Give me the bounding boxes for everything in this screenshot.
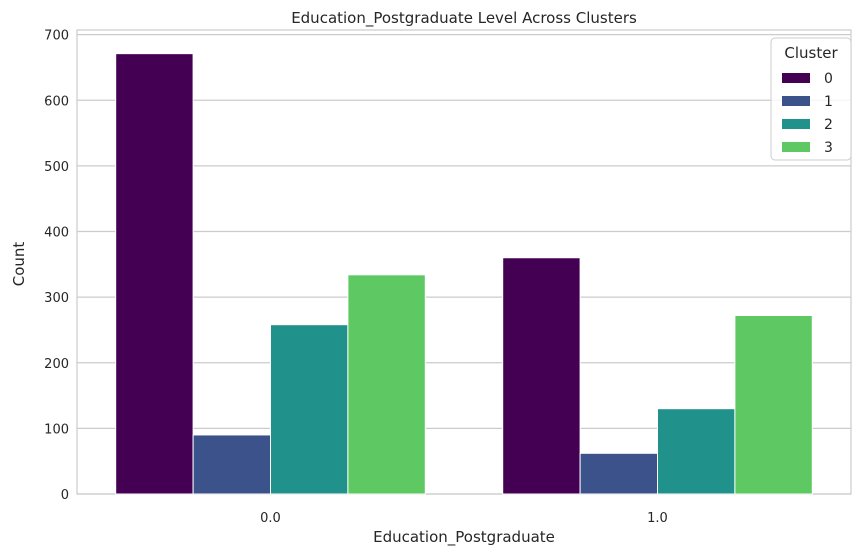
bar-cluster-3-cat-0: [347, 274, 426, 495]
bar-cluster-3-cat-1: [734, 315, 813, 495]
plot-frame: [76, 29, 852, 495]
legend-label-1: 1: [824, 94, 833, 110]
x-tick-label: 0.0: [260, 511, 281, 526]
bar-cluster-2-cat-1: [657, 408, 736, 495]
x-tick-label: 1.0: [647, 511, 668, 526]
legend-box: [770, 37, 852, 161]
y-tick-label: 300: [44, 291, 69, 306]
legend-label-3: 3: [824, 140, 833, 156]
legend-label-0: 0: [824, 71, 833, 87]
legend-swatch-0: [782, 73, 810, 83]
bar-cluster-0-cat-1: [502, 257, 581, 495]
legend-label-2: 2: [824, 117, 833, 133]
y-tick-label: 100: [44, 422, 69, 437]
y-tick-label: 500: [44, 160, 69, 175]
y-tick-labels: 0 100 200 300 400 500 600 700: [44, 29, 69, 503]
bar-cluster-2-cat-0: [270, 324, 349, 495]
bar-cluster-0-cat-0: [115, 53, 194, 495]
legend-items: 0 1 2 3: [782, 71, 833, 156]
bar-cluster-1-cat-1: [579, 452, 658, 495]
legend-swatch-1: [782, 96, 810, 106]
legend-swatch-2: [782, 119, 810, 129]
legend: Cluster 0 1 2 3: [770, 37, 852, 161]
legend-title: Cluster: [784, 44, 838, 62]
x-tick-labels: 0.0 1.0: [260, 511, 668, 526]
y-tick-label: 700: [44, 29, 69, 44]
chart-title: Education_Postgraduate Level Across Clus…: [291, 9, 637, 28]
bars: [115, 53, 813, 495]
y-tick-label: 0: [61, 488, 69, 503]
bar-cluster-1-cat-0: [192, 434, 272, 495]
y-tick-label: 600: [44, 94, 69, 109]
y-axis-label: Count: [10, 242, 28, 287]
y-tick-label: 400: [44, 226, 69, 241]
y-tick-label: 200: [44, 357, 69, 372]
legend-swatch-3: [782, 142, 810, 152]
x-axis-label: Education_Postgraduate: [373, 528, 555, 547]
